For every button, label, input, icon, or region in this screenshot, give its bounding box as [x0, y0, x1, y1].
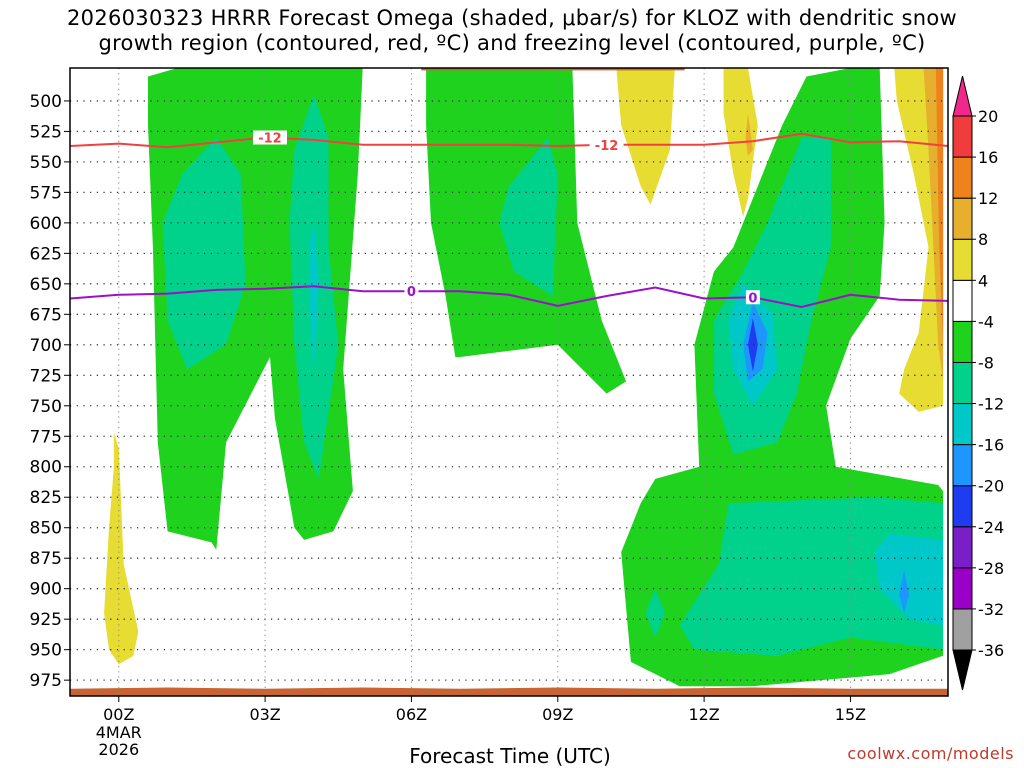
y-tick-label-700: 700 [30, 336, 62, 356]
contour-label-0-0: 0 [407, 285, 416, 300]
omega-shade-region-3 [309, 222, 319, 376]
omega-shade-region-9 [645, 588, 666, 638]
x-axis-label: Forecast Time (UTC) [409, 744, 611, 768]
y-tick-label-875: 875 [30, 549, 62, 569]
colorbar-label-8: -16 [978, 436, 1004, 455]
plot-area [70, 68, 948, 696]
colorbar-box-1 [952, 608, 973, 651]
colorbar-box-12 [952, 156, 973, 199]
contour-line--12 [69, 132, 949, 149]
omega-shade-region-14 [899, 570, 909, 614]
credit-link[interactable]: coolwx.com/models [847, 744, 1014, 763]
grid-lines [70, 68, 948, 696]
colorbar-box-11 [952, 197, 973, 240]
contour-label-0-1: 0 [748, 291, 757, 306]
omega-shade-region-16 [616, 68, 675, 205]
colorbar-label-7: -12 [978, 395, 1004, 414]
y-tick-label-650: 650 [30, 275, 62, 295]
contour-label--12-0: -12 [258, 132, 282, 147]
colorbar-box-13 [952, 115, 973, 158]
chart-title: 2026030323 HRRR Forecast Omega (shaded, … [0, 6, 1024, 56]
y-tick-label-750: 750 [30, 397, 62, 417]
colorbar-box-9 [952, 279, 973, 322]
colorbar-box-5 [952, 444, 973, 487]
omega-shade-region-12 [748, 318, 758, 372]
x-tick-label-15Z: 15Z [835, 705, 866, 724]
chart-title-line-2: growth region (contoured, red, ºC) and f… [98, 31, 926, 55]
colorbar-box-7 [952, 361, 973, 405]
contour-lines: -12 -12 0 0 [69, 130, 949, 309]
y-tick-label-550: 550 [30, 153, 62, 173]
colorbar-box-4 [952, 485, 973, 528]
y-tick-label-975: 975 [30, 671, 62, 691]
x-tick-label-09Z: 09Z [542, 705, 573, 724]
chart-title-line-1: 2026030323 HRRR Forecast Omega (shaded, … [67, 6, 957, 30]
y-tick-label-800: 800 [30, 458, 62, 478]
colorbar-label-5: -4 [978, 312, 994, 331]
colorbar-label-4: 4 [978, 271, 988, 290]
x-tick-label-00Z: 00Z [103, 705, 134, 724]
contour-line-0 [69, 285, 949, 309]
colorbar-label-9: -20 [978, 477, 1004, 496]
colorbar: 20 16 12 8 4 -4 -8 -12 -16 -20 -24 -28 -32 -36 [952, 75, 1004, 691]
omega-shade-region-8 [679, 497, 944, 656]
colorbar-box-8 [952, 320, 973, 363]
colorbar-label-13: -36 [978, 641, 1004, 660]
y-tick-label-900: 900 [30, 580, 62, 600]
omega-shade-region-13 [874, 533, 944, 626]
omega-shade-region-22 [70, 687, 948, 696]
colorbar-box-3 [952, 526, 973, 569]
colorbar-max-arrow [952, 75, 973, 117]
axes: 500 525 550 575 600 625 650 675 700 725 750 775 800 8… [30, 67, 949, 759]
contour-label-bg-0-0 [404, 284, 419, 299]
contour-label-bg--12-0 [252, 130, 287, 145]
colorbar-label-0: 20 [978, 107, 998, 126]
colorbar-label-11: -28 [978, 559, 1004, 578]
colorbar-label-3: 8 [978, 230, 988, 249]
colorbar-box-6 [952, 403, 973, 446]
contour-label-bg-0-1 [745, 290, 760, 305]
omega-shade-region-21 [935, 68, 944, 345]
y-tick-label-525: 525 [30, 122, 62, 142]
y-tick-label-575: 575 [30, 183, 62, 203]
y-tick-label-950: 950 [30, 641, 62, 661]
plot-frame [69, 67, 949, 697]
x-tick-label-12Z: 12Z [688, 705, 719, 724]
y-tick-label-625: 625 [30, 244, 62, 264]
colorbar-label-1: 16 [978, 148, 998, 167]
contour-label--12-1: -12 [595, 139, 619, 154]
x-tick-sublabel-0: 4MAR [96, 723, 142, 742]
y-tick-label-675: 675 [30, 305, 62, 325]
y-tick-label-500: 500 [30, 92, 62, 112]
colorbar-label-12: -32 [978, 600, 1004, 619]
omega-shade-region-18 [745, 113, 753, 156]
colorbar-box-2 [952, 567, 973, 610]
x-tick-label-03Z: 03Z [249, 705, 280, 724]
y-tick-label-600: 600 [30, 214, 62, 234]
y-tick-label-775: 775 [30, 427, 62, 447]
colorbar-label-6: -8 [978, 353, 994, 372]
y-tick-label-850: 850 [30, 519, 62, 539]
y-tick-label-925: 925 [30, 610, 62, 630]
colorbar-min-arrow [952, 649, 973, 691]
x-tick-label-06Z: 06Z [396, 705, 427, 724]
y-tick-label-825: 825 [30, 488, 62, 508]
omega-shade-region-5 [499, 137, 558, 296]
colorbar-label-10: -24 [978, 518, 1004, 537]
colorbar-label-2: 12 [978, 189, 998, 208]
omega-shade-region-15 [104, 432, 139, 665]
colorbar-box-10 [952, 238, 973, 281]
x-tick-sublabel-1: 2026 [98, 740, 139, 759]
contour-label-bg--12-1 [589, 137, 624, 152]
y-tick-label-725: 725 [30, 366, 62, 386]
